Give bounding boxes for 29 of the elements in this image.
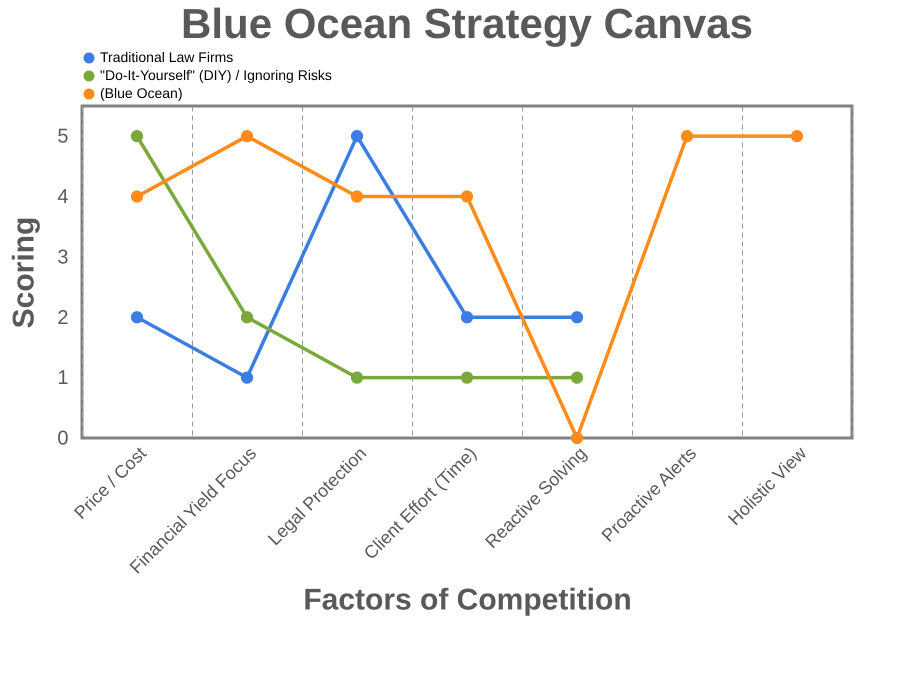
y-tick-label: 5 [57, 126, 68, 148]
point [350, 130, 364, 142]
legend-label: "Do-It-Yourself" (DIY) / Ignoring Risks [100, 67, 332, 83]
point [350, 190, 364, 203]
point [680, 130, 694, 142]
y-axis-title: Scoring [7, 216, 40, 328]
point [130, 130, 144, 142]
y-tick-label: 3 [57, 246, 68, 268]
y-tick-label: 0 [57, 428, 68, 450]
point [130, 190, 144, 203]
y-tick-label: 1 [57, 367, 68, 390]
point [240, 311, 254, 324]
chart-title: Blue Ocean Strategy Canvas [181, 0, 753, 47]
point [570, 311, 584, 324]
point [460, 372, 474, 384]
point [240, 372, 254, 384]
legend-label: Traditional Law Firms [100, 49, 234, 65]
point [460, 311, 474, 324]
y-tick-label: 2 [57, 306, 68, 329]
legend-label: (Blue Ocean) [100, 85, 182, 101]
point [460, 190, 474, 203]
point [130, 311, 144, 324]
point [570, 372, 584, 384]
x-axis-title: Factors of Competition [303, 584, 632, 617]
point [350, 372, 364, 384]
point [240, 130, 254, 142]
point [790, 130, 804, 142]
y-tick-label: 4 [57, 186, 68, 208]
point [570, 432, 584, 444]
